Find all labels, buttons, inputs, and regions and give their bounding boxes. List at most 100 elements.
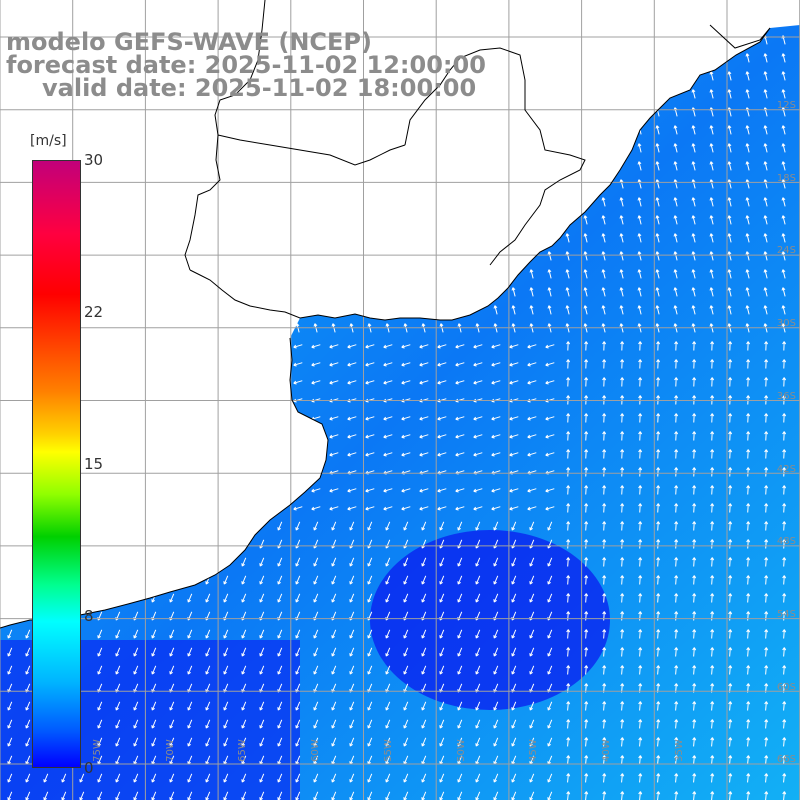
wind-arrow	[511, 575, 517, 585]
wind-arrow	[455, 488, 465, 493]
wind-arrow	[782, 791, 787, 800]
wind-arrow	[746, 737, 751, 747]
wind-arrow	[529, 287, 534, 297]
wind-arrow	[656, 665, 661, 675]
wind-arrow	[311, 380, 321, 385]
wind-arrow	[692, 359, 697, 369]
wind-arrow	[673, 143, 678, 153]
wind-arrow	[692, 629, 697, 639]
wind-arrow	[710, 557, 715, 567]
wind-arrow	[728, 485, 733, 495]
wind-arrow	[746, 557, 751, 567]
wind-arrow	[584, 791, 589, 800]
wind-arrow	[493, 701, 499, 711]
wind-arrow	[349, 629, 355, 639]
wind-arrow	[674, 755, 679, 765]
wind-arrow	[674, 575, 679, 585]
wind-arrow	[383, 452, 393, 457]
wind-arrow	[638, 665, 643, 675]
wind-arrow	[656, 791, 661, 800]
wind-arrow	[475, 647, 481, 657]
wind-arrow	[491, 344, 501, 349]
wind-arrow	[293, 380, 303, 385]
wind-arrow	[764, 557, 769, 567]
wind-arrow	[584, 521, 589, 531]
title-valid-date: valid date: 2025-11-02 18:00:00	[42, 74, 477, 102]
wind-arrow	[331, 557, 337, 567]
wind-arrow	[383, 506, 393, 511]
wind-arrow	[620, 503, 625, 513]
lat-label: 24S	[776, 245, 796, 257]
wind-arrow	[151, 737, 157, 747]
wind-arrow	[151, 593, 157, 603]
wind-arrow	[602, 377, 607, 387]
wind-arrow	[365, 344, 375, 349]
wind-arrow	[511, 305, 516, 315]
wind-arrow	[277, 521, 283, 531]
wind-arrow	[241, 719, 247, 729]
wind-arrow	[782, 341, 787, 351]
wind-arrow	[511, 593, 517, 603]
wind-arrow	[385, 575, 391, 585]
wind-arrow	[277, 665, 283, 675]
wind-arrow	[656, 647, 661, 657]
wind-arrow	[529, 575, 535, 585]
wind-arrow	[584, 413, 589, 423]
wind-arrow	[746, 539, 751, 549]
wind-arrow	[763, 89, 768, 99]
colorbar-tick-0: 0	[84, 759, 94, 777]
wind-arrow	[331, 575, 337, 585]
wind-arrow	[7, 737, 13, 747]
wind-arrow	[764, 467, 769, 477]
wind-arrow	[545, 452, 555, 457]
wind-arrow	[277, 701, 283, 711]
wind-arrow	[692, 467, 697, 477]
lon-label: 60W	[309, 739, 321, 762]
wind-arrow	[620, 647, 625, 657]
wind-arrow	[547, 737, 553, 747]
wind-arrow	[709, 125, 714, 135]
wind-arrow	[710, 593, 715, 603]
wind-arrow	[673, 269, 678, 279]
wind-arrow	[709, 71, 714, 81]
wind-arrow	[421, 575, 427, 585]
wind-arrow	[656, 521, 661, 531]
wind-arrow	[403, 773, 409, 783]
wind-arrow	[602, 755, 607, 765]
wind-arrow	[439, 737, 445, 747]
wind-arrow	[151, 701, 157, 711]
wind-arrow	[169, 593, 175, 603]
wind-arrow	[620, 701, 625, 711]
wind-arrow	[763, 197, 768, 207]
wind-arrow	[259, 557, 265, 567]
wind-arrow	[566, 593, 571, 603]
title-model: modelo GEFS-WAVE (NCEP)	[6, 28, 372, 56]
wind-arrow	[547, 701, 553, 711]
wind-arrow	[313, 737, 319, 747]
wind-arrow	[205, 593, 211, 603]
wind-arrow	[7, 719, 13, 729]
wind-arrow	[566, 629, 571, 639]
wind-arrow	[673, 287, 678, 297]
wind-arrow	[638, 737, 643, 747]
wind-arrow	[692, 593, 697, 603]
wind-arrow	[223, 773, 229, 783]
wind-arrow	[331, 647, 337, 657]
wind-arrow	[620, 377, 625, 387]
wind-arrow	[692, 449, 697, 459]
wind-arrow	[367, 665, 373, 675]
wind-arrow	[457, 575, 463, 585]
wind-arrow	[545, 434, 555, 439]
wind-arrow	[763, 143, 768, 153]
wind-arrow	[401, 452, 411, 457]
wind-arrow	[259, 719, 265, 729]
wind-arrow	[331, 719, 337, 729]
wind-arrow	[547, 773, 553, 783]
wind-arrow	[79, 773, 85, 783]
wind-arrow	[691, 125, 696, 135]
wind-arrow	[745, 143, 750, 153]
wind-arrow	[493, 521, 499, 531]
wind-arrow	[638, 719, 643, 729]
wind-arrow	[241, 737, 247, 747]
wind-arrow	[421, 665, 427, 675]
